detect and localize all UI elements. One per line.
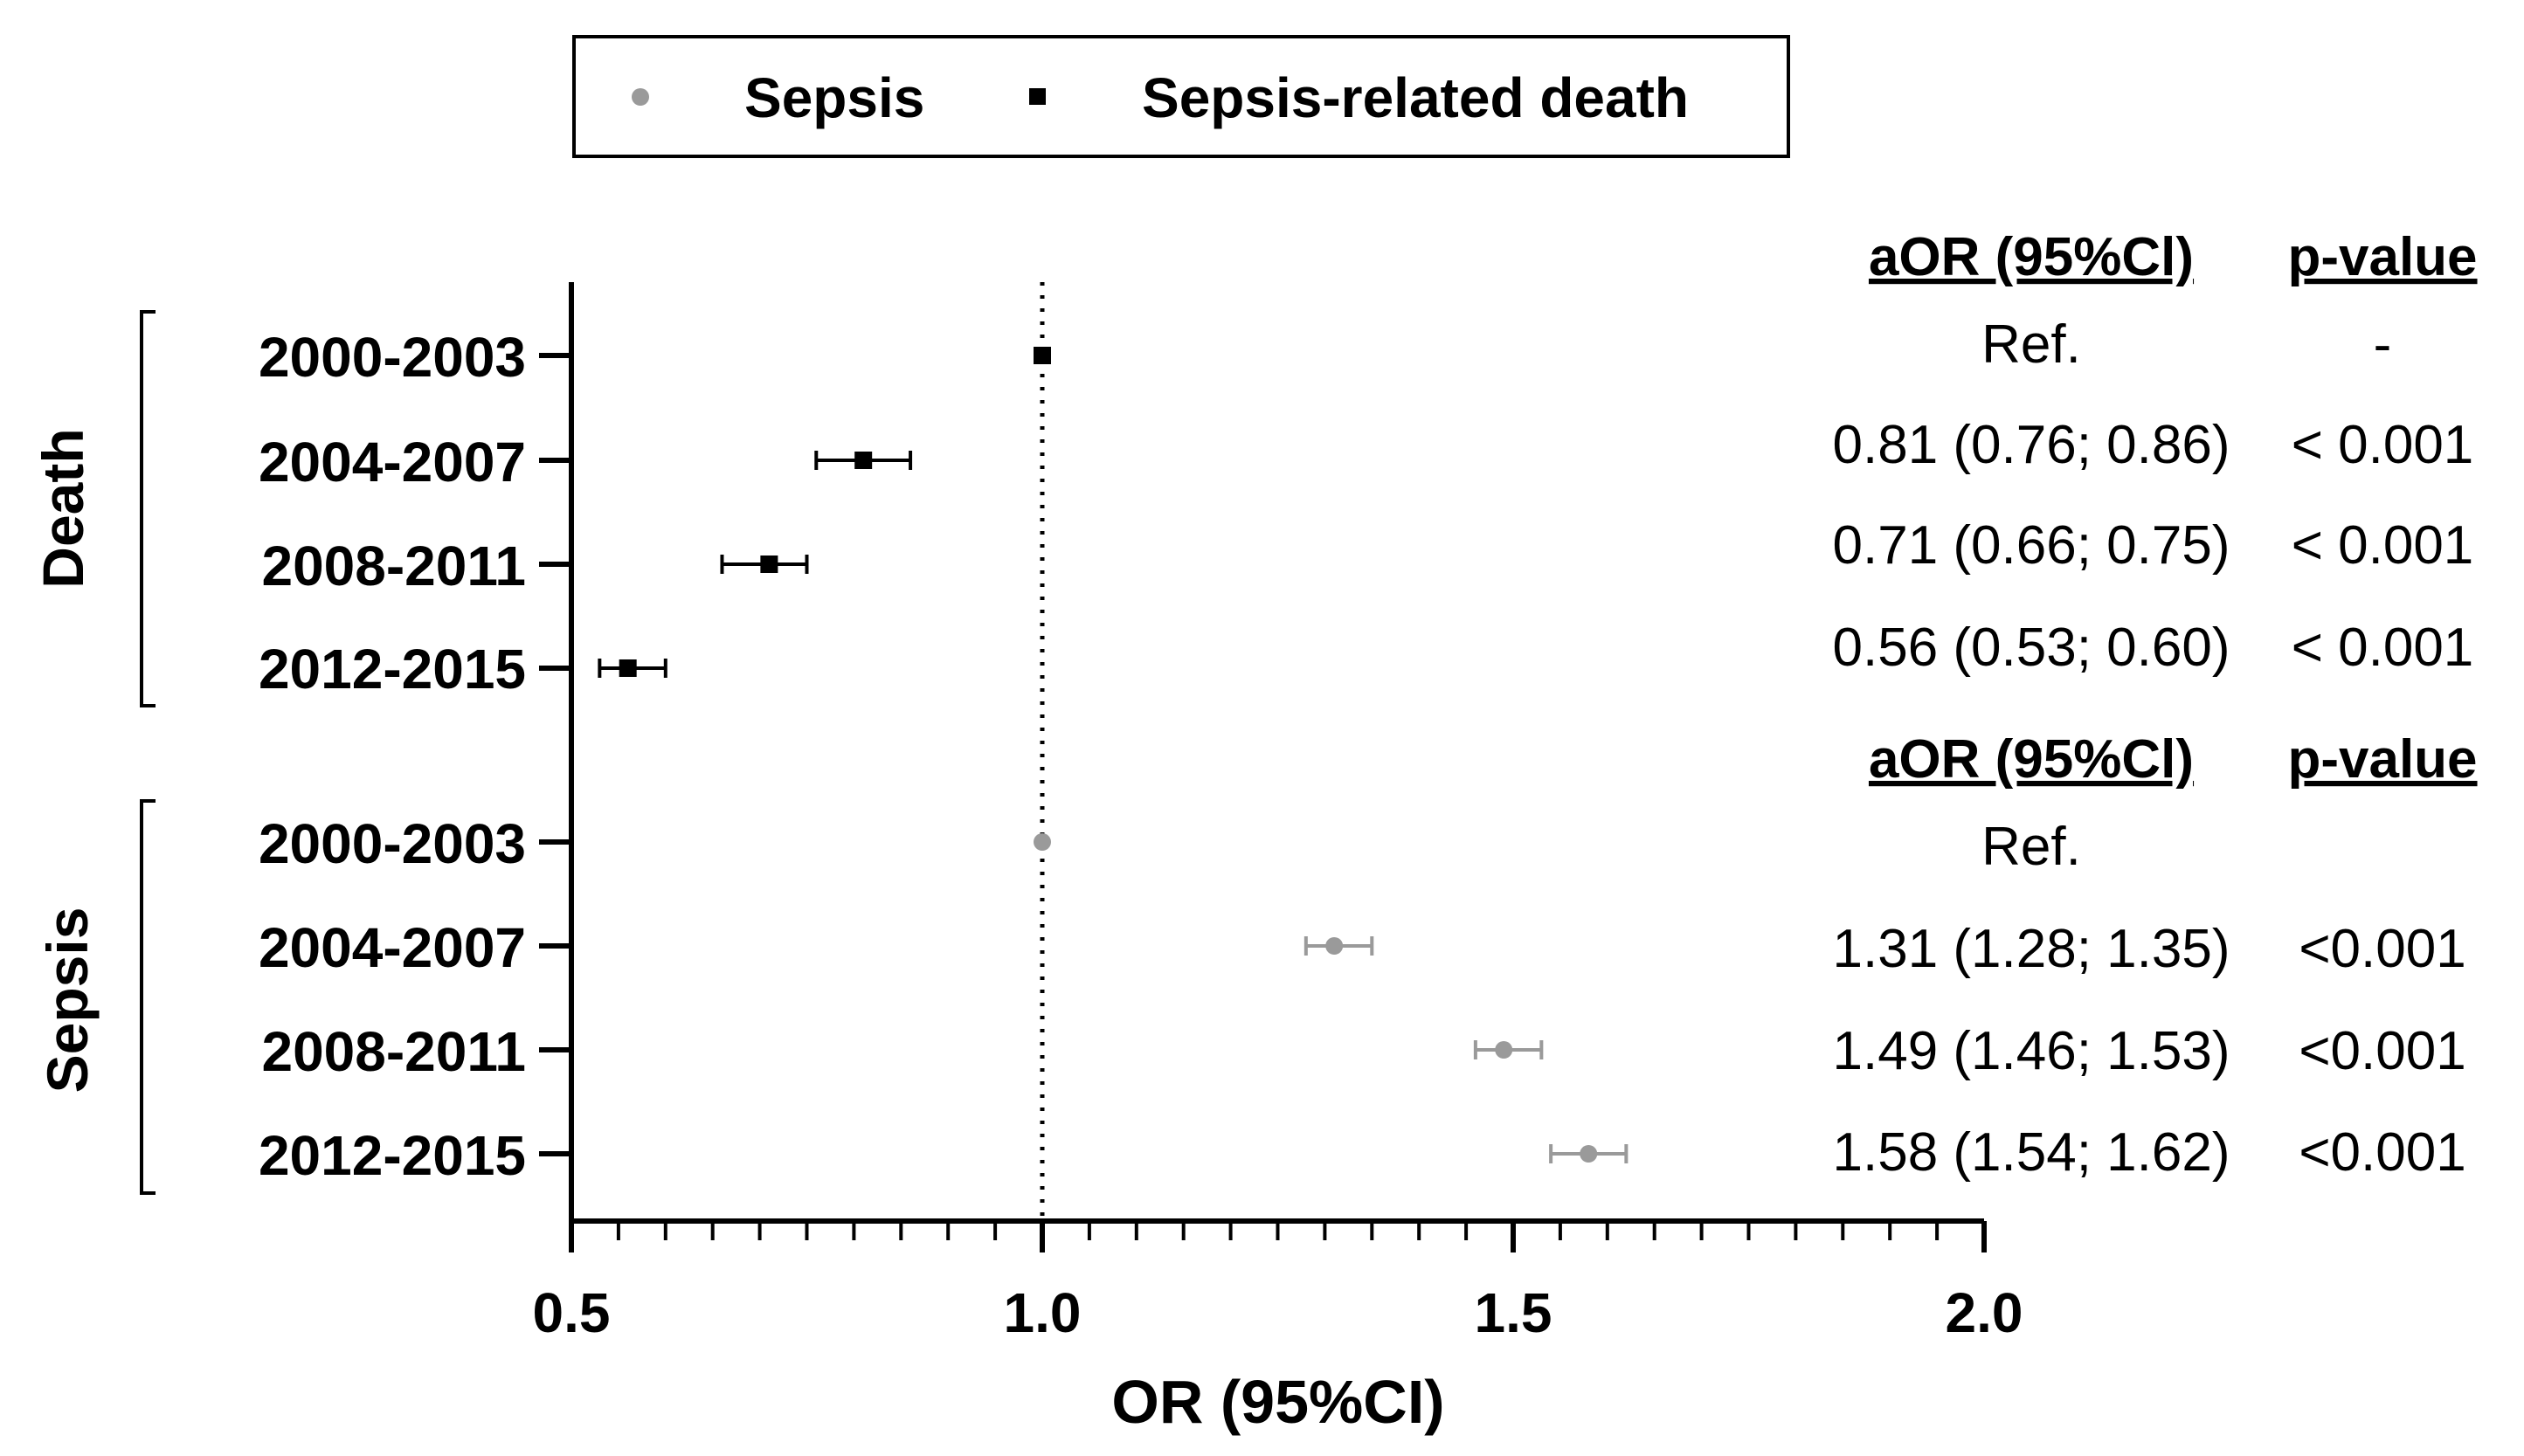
legend-label-sepsis: Sepsis [744, 66, 924, 129]
table-header-aor: aOR (95%Cl) [1869, 729, 2194, 790]
group-label-sepsis: Sepsis [35, 907, 100, 1094]
group-label-death: Death [31, 428, 95, 588]
period-label: 2000-2003 [259, 812, 526, 875]
period-label: 2000-2003 [259, 326, 526, 389]
axes [539, 282, 1987, 1252]
data-point-square [854, 452, 873, 469]
table-cell-aor: 0.71 (0.66; 0.75) [1833, 515, 2230, 576]
x-tick-labels: 0.5 1.0 1.5 2.0 [533, 1281, 2023, 1344]
table-header-aor: aOR (95%Cl) [1869, 227, 2194, 287]
table-death: aOR (95%Cl) p-value Ref. - 0.81 (0.76; 0… [1833, 227, 2478, 678]
table-cell-aor: 0.81 (0.76; 0.86) [1833, 415, 2230, 475]
table-cell-p: < 0.001 [2292, 618, 2474, 678]
table-cell-aor: Ref. [1981, 314, 2081, 375]
period-label: 2004-2007 [259, 431, 526, 493]
data-point-square [760, 555, 778, 573]
x-tick-label: 0.5 [533, 1281, 611, 1344]
table-cell-aor: Ref. [1981, 817, 2081, 877]
data-point-square [1034, 347, 1051, 364]
table-cell-p: <0.001 [2299, 1021, 2465, 1081]
period-label: 2012-2015 [259, 638, 526, 700]
x-tick-label: 2.0 [1946, 1281, 2023, 1344]
table-header-p: p-value [2287, 227, 2477, 287]
category-labels: 2000-2003 2004-2007 2008-2011 2012-2015 … [259, 326, 526, 1187]
table-header-p: p-value [2287, 729, 2477, 790]
x-axis-title: OR (95%CI) [1111, 1368, 1444, 1436]
bracket-death [140, 310, 156, 707]
legend-marker-sepsis [632, 88, 649, 106]
x-tick-label: 1.5 [1475, 1281, 1552, 1344]
legend-marker-sepsis-related-death [1029, 88, 1046, 105]
period-label: 2008-2011 [261, 1020, 526, 1083]
table-cell-aor: 1.58 (1.54; 1.62) [1833, 1122, 2230, 1183]
table-cell-p: - [2374, 314, 2392, 375]
table-cell-aor: 1.31 (1.28; 1.35) [1833, 919, 2230, 979]
legend-frame [572, 35, 1790, 158]
x-tick-label: 1.0 [1004, 1281, 1082, 1344]
data-point-circle [1325, 937, 1344, 955]
data-point-circle [1495, 1041, 1513, 1059]
table-cell-p: <0.001 [2299, 1122, 2465, 1183]
data-point-circle [1580, 1145, 1598, 1163]
table-cell-p: < 0.001 [2292, 415, 2474, 475]
data-marks [598, 347, 1628, 1163]
table-cell-p: < 0.001 [2292, 515, 2474, 576]
group-brackets: Death Sepsis [31, 310, 156, 1195]
table-cell-p: <0.001 [2299, 919, 2465, 979]
legend-label-sepsis-related-death: Sepsis-related death [1142, 66, 1689, 129]
legend: Sepsis Sepsis-related death [572, 35, 1790, 158]
bracket-sepsis [140, 799, 156, 1195]
x-axis-minor-ticks [569, 1221, 1987, 1252]
y-axis-ticks [539, 353, 571, 1156]
table-cell-aor: 1.49 (1.46; 1.53) [1833, 1021, 2230, 1081]
period-label: 2004-2007 [259, 916, 526, 979]
data-point-square [619, 659, 637, 677]
table-sepsis: aOR (95%Cl) p-value Ref. 1.31 (1.28; 1.3… [1833, 729, 2478, 1183]
period-label: 2008-2011 [261, 535, 526, 597]
data-point-circle [1034, 833, 1051, 851]
period-label: 2012-2015 [259, 1124, 526, 1187]
table-cell-aor: 0.56 (0.53; 0.60) [1833, 618, 2230, 678]
